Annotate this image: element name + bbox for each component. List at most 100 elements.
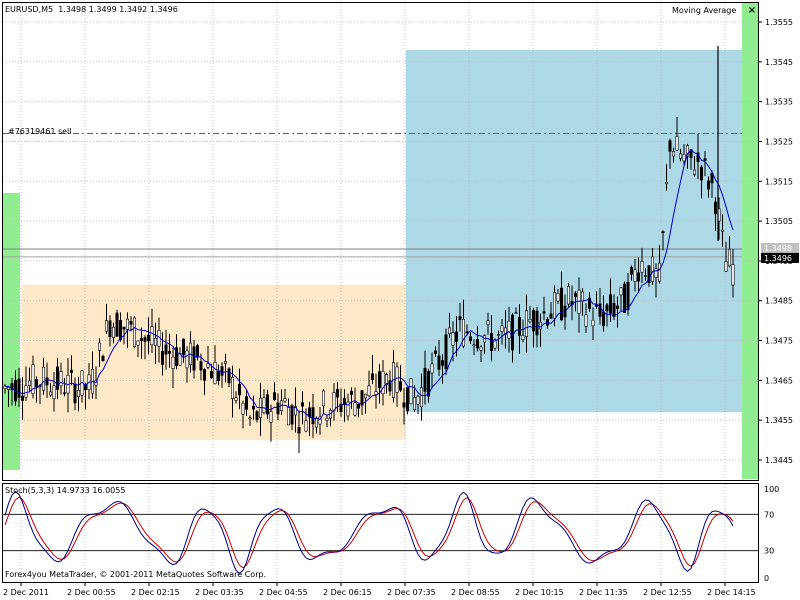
candle: [52, 372, 56, 412]
price-axis[interactable]: 1.3555 1.3545 1.3535 1.3525 1.3515 1.3505 1.34…: [758, 18, 799, 465]
stochastic-label: Stoch(5,3,3) 14.9733 16.0055: [5, 486, 126, 495]
time-tick-label: 2 Dec 11:35: [579, 588, 628, 597]
candle: [217, 364, 221, 386]
close-icon[interactable]: ×: [747, 5, 757, 16]
candle: [500, 318, 504, 345]
candle: [48, 382, 52, 397]
candle: [185, 346, 189, 383]
candle: [199, 353, 203, 381]
candle: [178, 347, 182, 366]
candle: [556, 288, 560, 304]
candle: [349, 387, 353, 409]
candle: [31, 355, 35, 399]
candle: [238, 368, 242, 410]
candle: [283, 388, 287, 404]
candle: [192, 339, 196, 379]
candle: [528, 305, 532, 324]
candle: [636, 257, 640, 291]
candle: [41, 357, 45, 395]
candle: [622, 281, 626, 313]
candle: [164, 329, 168, 370]
candle: [395, 362, 399, 407]
ohlc-values: 1.3498 1.3499 1.3492 1.3496: [58, 5, 178, 14]
candle: [685, 143, 689, 169]
candle: [535, 307, 539, 348]
candle: [115, 309, 119, 337]
candle: [154, 322, 158, 364]
candle: [430, 352, 434, 389]
candle: [325, 415, 329, 427]
time-tick-label: 2 Dec 00:55: [67, 588, 116, 597]
candle: [70, 355, 74, 386]
candle: [112, 322, 116, 344]
candle: [654, 263, 658, 298]
candle: [454, 315, 458, 357]
candle: [405, 387, 409, 415]
candle: [465, 324, 469, 336]
candle: [300, 391, 304, 425]
candle: [682, 144, 686, 165]
candle: [370, 355, 374, 385]
candle: [62, 377, 66, 397]
time-tick-label: 2 Dec 02:15: [131, 588, 180, 597]
candle: [640, 247, 644, 284]
bid-price-tag: [761, 242, 799, 253]
candle: [577, 277, 581, 333]
indicator-name[interactable]: Moving Average: [672, 6, 737, 15]
candle: [489, 315, 493, 362]
candle: [224, 353, 228, 383]
time-tick-label: 2 Dec 08:55: [451, 588, 500, 597]
candle: [720, 213, 724, 247]
candle: [143, 335, 147, 360]
candle: [661, 230, 665, 251]
candle: [727, 236, 731, 268]
candle: [587, 292, 591, 312]
moving-average-line: [4, 149, 734, 421]
candle: [213, 345, 217, 385]
candle: [549, 302, 553, 319]
candle: [566, 283, 570, 308]
chart-grid: [3, 3, 758, 582]
right-session-bar: [742, 3, 758, 479]
candle: [293, 387, 297, 433]
candle: [710, 170, 714, 198]
candle: [409, 378, 413, 405]
candle: [668, 138, 672, 169]
candle: [182, 338, 186, 363]
copyright-text: Forex4you MetaTrader, © 2001-2011 MetaQu…: [5, 570, 267, 579]
candle: [619, 287, 623, 312]
candle: [510, 313, 514, 363]
order-label[interactable]: #76319461 sell: [8, 127, 72, 136]
symbol-timeframe: EURUSD,M5: [5, 5, 54, 14]
candle: [475, 325, 479, 352]
left-session-bar: [3, 193, 20, 470]
candle: [269, 404, 273, 442]
candle: [168, 333, 172, 368]
stochastic-panel[interactable]: [3, 491, 758, 575]
time-axis[interactable]: 2 Dec 2011 2 Dec 00:55 2 Dec 02:15 2 Dec 03…: [3, 582, 756, 597]
candle: [486, 312, 490, 335]
candle: [444, 328, 448, 376]
candle: [521, 319, 525, 343]
candle: [496, 330, 500, 351]
candle: [426, 368, 430, 403]
stoch-level-label: 70: [764, 510, 774, 519]
candle: [140, 327, 144, 359]
candle: [276, 393, 280, 421]
candle: [136, 340, 140, 358]
candle: [339, 388, 343, 417]
price-tick-label: 1.3555: [765, 18, 793, 27]
candle: [318, 407, 322, 435]
candle: [227, 367, 231, 388]
candle: [105, 303, 109, 335]
candle: [171, 347, 175, 389]
candle: [703, 151, 707, 177]
candle: [7, 385, 11, 408]
symbol-header: EURUSD,M5 1.3498 1.3499 1.3492 1.3496: [5, 5, 178, 15]
candle: [458, 302, 462, 332]
candle: [196, 343, 200, 361]
european-session-box: [406, 49, 742, 413]
candle: [161, 332, 165, 376]
